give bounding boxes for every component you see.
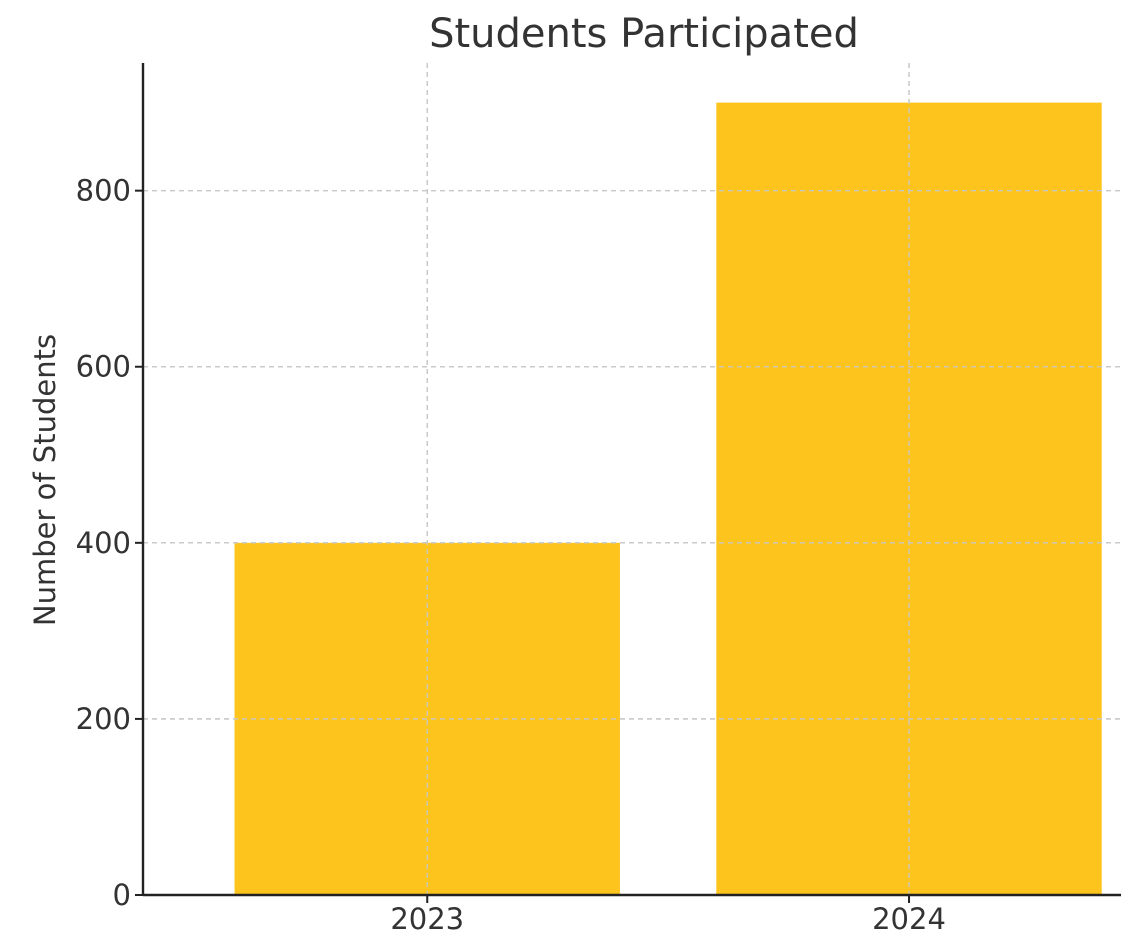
y-tick-label: 0 — [113, 878, 131, 912]
axes — [135, 63, 1121, 903]
tick-labels: 0 200 400 600 800 2023 2024 — [76, 174, 946, 936]
bars — [143, 63, 1121, 896]
x-tick-label: 2023 — [390, 902, 464, 936]
y-tick-label: 400 — [76, 526, 131, 560]
x-tick-label: 2024 — [872, 902, 946, 936]
y-tick-label: 200 — [76, 702, 131, 736]
y-tick-label: 600 — [76, 350, 131, 384]
y-axis-label: Number of Students — [28, 334, 62, 626]
y-tick-label: 800 — [76, 174, 131, 208]
chart-title: Students Participated — [429, 11, 859, 57]
